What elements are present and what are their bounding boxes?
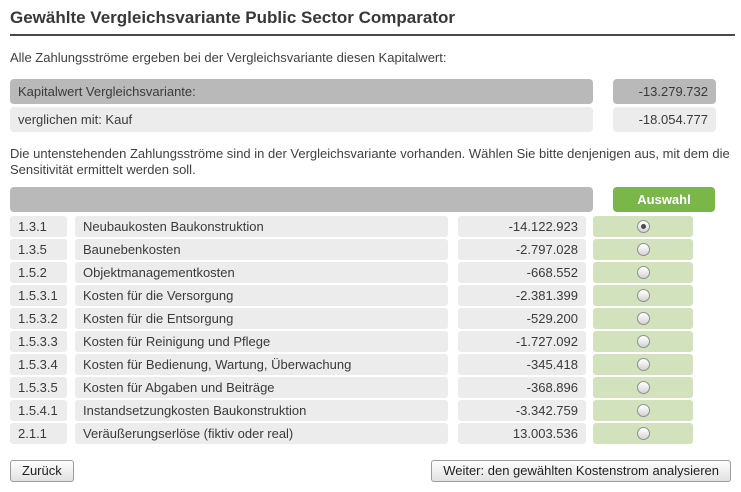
radio-button[interactable] xyxy=(636,358,650,371)
auswahl-column-header: Auswahl xyxy=(613,187,715,212)
selection-header-row: Auswahl xyxy=(10,187,741,212)
row-select-cell xyxy=(593,216,693,237)
summary-table: Kapitalwert Vergleichsvariante: -13.279.… xyxy=(10,79,741,132)
row-code: 1.3.1 xyxy=(10,216,67,237)
row-value: -345.418 xyxy=(458,354,586,375)
row-code: 1.3.5 xyxy=(10,239,67,260)
row-label: Kosten für Reinigung und Pflege xyxy=(75,331,448,352)
row-value: -14.122.923 xyxy=(458,216,586,237)
row-code: 1.5.3.3 xyxy=(10,331,67,352)
table-row: 1.5.3.1 Kosten für die Versorgung -2.381… xyxy=(10,285,741,306)
row-value: -668.552 xyxy=(458,262,586,283)
table-row: 1.5.3.5 Kosten für Abgaben und Beiträge … xyxy=(10,377,741,398)
row-value: -2.381.399 xyxy=(458,285,586,306)
radio-button[interactable] xyxy=(636,220,650,233)
next-button[interactable]: Weiter: den gewählten Kostenstrom analys… xyxy=(431,460,731,482)
radio-button[interactable] xyxy=(636,404,650,417)
row-code: 1.5.3.4 xyxy=(10,354,67,375)
summary-label: Kapitalwert Vergleichsvariante: xyxy=(10,79,593,104)
table-row: 1.5.4.1 Instandsetzungkosten Baukonstruk… xyxy=(10,400,741,421)
row-label: Kosten für die Entsorgung xyxy=(75,308,448,329)
instruction-text: Die untenstehenden Zahlungsströme sind i… xyxy=(10,146,730,177)
row-label: Objektmanagementkosten xyxy=(75,262,448,283)
intro-text: Alle Zahlungsströme ergeben bei der Verg… xyxy=(10,50,447,65)
row-select-cell xyxy=(593,239,693,260)
summary-value: -13.279.732 xyxy=(613,79,716,104)
row-value: -368.896 xyxy=(458,377,586,398)
row-code: 1.5.2 xyxy=(10,262,67,283)
row-code: 2.1.1 xyxy=(10,423,67,444)
row-label: Kosten für die Versorgung xyxy=(75,285,448,306)
row-code: 1.5.3.1 xyxy=(10,285,67,306)
summary-row: Kapitalwert Vergleichsvariante: -13.279.… xyxy=(10,79,741,104)
row-value: -529.200 xyxy=(458,308,586,329)
row-label: Instandsetzungkosten Baukonstruktion xyxy=(75,400,448,421)
row-select-cell xyxy=(593,262,693,283)
row-label: Baunebenkosten xyxy=(75,239,448,260)
row-code: 1.5.3.5 xyxy=(10,377,67,398)
selection-table: 1.3.1 Neubaukosten Baukonstruktion -14.1… xyxy=(10,216,741,444)
radio-button[interactable] xyxy=(636,335,650,348)
back-button[interactable]: Zurück xyxy=(10,460,74,482)
radio-button[interactable] xyxy=(636,266,650,279)
radio-button[interactable] xyxy=(636,289,650,302)
radio-button[interactable] xyxy=(636,312,650,325)
table-row: 1.5.3.4 Kosten für Bedienung, Wartung, Ü… xyxy=(10,354,741,375)
radio-button[interactable] xyxy=(636,427,650,440)
row-select-cell xyxy=(593,354,693,375)
selection-header-bar xyxy=(10,187,593,212)
footer: Zurück Weiter: den gewählten Kostenstrom… xyxy=(10,460,731,482)
page-title: Gewählte Vergleichsvariante Public Secto… xyxy=(10,8,455,27)
row-value: -1.727.092 xyxy=(458,331,586,352)
row-label: Kosten für Bedienung, Wartung, Überwachu… xyxy=(75,354,448,375)
row-select-cell xyxy=(593,377,693,398)
table-row: 1.3.5 Baunebenkosten -2.797.028 xyxy=(10,239,741,260)
table-row: 1.5.3.3 Kosten für Reinigung und Pflege … xyxy=(10,331,741,352)
table-row: 1.3.1 Neubaukosten Baukonstruktion -14.1… xyxy=(10,216,741,237)
row-select-cell xyxy=(593,331,693,352)
summary-row: verglichen mit: Kauf -18.054.777 xyxy=(10,107,741,132)
row-select-cell xyxy=(593,423,693,444)
summary-label: verglichen mit: Kauf xyxy=(10,107,593,132)
radio-button[interactable] xyxy=(636,243,650,256)
table-row: 1.5.3.2 Kosten für die Entsorgung -529.2… xyxy=(10,308,741,329)
title-divider xyxy=(10,34,735,36)
summary-value: -18.054.777 xyxy=(613,107,716,132)
row-value: -3.342.759 xyxy=(458,400,586,421)
table-row: 2.1.1 Veräußerungserlöse (fiktiv oder re… xyxy=(10,423,741,444)
row-label: Kosten für Abgaben und Beiträge xyxy=(75,377,448,398)
row-label: Veräußerungserlöse (fiktiv oder real) xyxy=(75,423,448,444)
row-label: Neubaukosten Baukonstruktion xyxy=(75,216,448,237)
row-value: 13.003.536 xyxy=(458,423,586,444)
radio-button[interactable] xyxy=(636,381,650,394)
row-value: -2.797.028 xyxy=(458,239,586,260)
row-select-cell xyxy=(593,285,693,306)
row-code: 1.5.3.2 xyxy=(10,308,67,329)
row-select-cell xyxy=(593,400,693,421)
row-select-cell xyxy=(593,308,693,329)
table-row: 1.5.2 Objektmanagementkosten -668.552 xyxy=(10,262,741,283)
row-code: 1.5.4.1 xyxy=(10,400,67,421)
